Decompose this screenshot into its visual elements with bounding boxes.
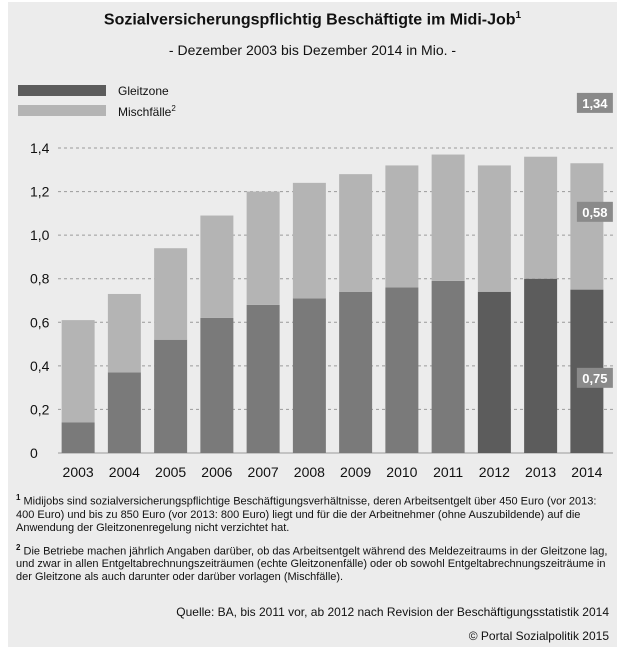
legend-label-gleitzone: Gleitzone [118, 84, 169, 98]
x-tick-label: 2003 [63, 464, 94, 477]
bar-gleitzone [477, 291, 511, 453]
copyright-line: © Portal Sozialpolitik 2015 [468, 629, 609, 643]
x-tick-label: 2009 [340, 464, 371, 477]
legend-label-mischfaelle: Mischfälle2 [118, 104, 176, 119]
x-tick-label: 2007 [248, 464, 279, 477]
x-tick-label: 2013 [525, 464, 556, 477]
bar-mischfaelle [107, 293, 141, 373]
bar-gleitzone [524, 278, 558, 453]
footnote-1: 1 Midijobs sind sozialversicherungspflic… [16, 493, 597, 534]
y-tick-label: 1,4 [30, 140, 50, 156]
bar-mischfaelle [154, 248, 188, 340]
chart-subtitle: - Dezember 2003 bis Dezember 2014 in Mio… [168, 42, 457, 58]
bar-mischfaelle [431, 154, 465, 281]
x-tick-label: 2010 [386, 464, 417, 477]
bar-mischfaelle [385, 165, 419, 288]
bar-gleitzone [385, 287, 419, 453]
bar-mischfaelle [200, 215, 234, 318]
bar-gleitzone [339, 291, 373, 453]
bar-mischfaelle [339, 174, 373, 292]
legend-swatch-gleitzone [18, 85, 106, 96]
bar-mischfaelle [524, 156, 558, 279]
y-tick-label: 0,8 [30, 271, 50, 287]
bar-gleitzone [292, 298, 326, 453]
annotation-mischfaelle-2014-box [576, 201, 613, 222]
y-tick-label: 0,4 [30, 358, 50, 374]
chart-frame: Sozialversicherungspflichtig Beschäftigt… [8, 2, 617, 647]
bar-mischfaelle [477, 165, 511, 292]
bar-gleitzone [246, 304, 280, 453]
bar-gleitzone [61, 422, 95, 453]
bar-gleitzone [107, 372, 141, 453]
y-tick-label: 0,2 [30, 401, 50, 417]
footnotes: 1 Midijobs sind sozialversicherungspflic… [16, 491, 612, 590]
y-tick-label: 1,2 [30, 184, 50, 200]
x-tick-label: 2004 [109, 464, 140, 477]
bar-gleitzone [431, 280, 465, 453]
x-tick-label: 2011 [433, 464, 463, 477]
y-tick-label: 0 [30, 445, 38, 461]
legend-footnote-mark: 2 [171, 104, 176, 113]
bar-mischfaelle [61, 320, 95, 423]
chart-title: Sozialversicherungspflichtig Beschäftigt… [103, 10, 522, 29]
annotation-total-2014-box [576, 92, 613, 113]
bar-gleitzone [154, 339, 188, 453]
annotation-total-2014: 1,34 [582, 96, 608, 111]
footnote-2: 2 Die Betriebe machen jährlich Angaben d… [16, 542, 608, 584]
y-tick-label: 1,0 [30, 227, 50, 243]
bar-mischfaelle [292, 182, 326, 299]
title-footnote-mark: 1 [515, 10, 522, 21]
x-tick-label: 2014 [571, 464, 602, 477]
x-tick-label: 2008 [294, 464, 325, 477]
annotation-gleitzone-2014: 0,75 [582, 371, 607, 386]
x-tick-label: 2005 [155, 464, 186, 477]
source-line: Quelle: BA, bis 2011 vor, ab 2012 nach R… [176, 605, 609, 619]
bar-mischfaelle [570, 163, 604, 290]
x-tick-label: 2006 [201, 464, 232, 477]
bar-mischfaelle [246, 191, 280, 305]
x-tick-label: 2012 [479, 464, 510, 477]
bar-gleitzone [200, 317, 234, 453]
annotation-gleitzone-2014-box [576, 367, 613, 388]
legend-swatch-mischfaelle [18, 105, 106, 116]
y-tick-label: 0,6 [30, 314, 50, 330]
annotation-mischfaelle-2014: 0,58 [582, 205, 607, 220]
